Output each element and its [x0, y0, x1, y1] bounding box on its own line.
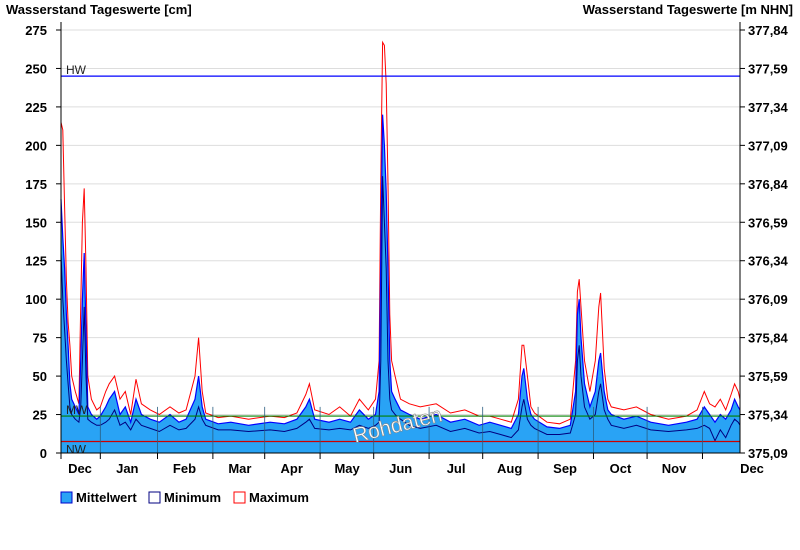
x-tick-label: Oct — [610, 461, 632, 476]
y2-tick-label: 375,09 — [748, 446, 788, 461]
left-axis-title: Wasserstand Tageswerte [cm] — [6, 2, 192, 17]
y-tick-label: 275 — [25, 23, 47, 38]
x-tick-label: Dec — [68, 461, 92, 476]
right-axis-title: Wasserstand Tageswerte [m NHN] — [583, 2, 793, 17]
y2-tick-label: 377,84 — [748, 23, 789, 38]
x-tick-label: Aug — [497, 461, 522, 476]
x-tick-label: Jan — [116, 461, 138, 476]
reference-label-mw: MW — [66, 403, 88, 417]
y-tick-label: 175 — [25, 177, 47, 192]
reference-label-nw: NW — [66, 442, 87, 456]
y-tick-label: 250 — [25, 61, 47, 76]
reference-label-hw: HW — [66, 63, 87, 77]
y-tick-label: 0 — [40, 446, 47, 461]
y2-tick-label: 376,09 — [748, 292, 788, 307]
x-tick-label: Jul — [447, 461, 466, 476]
y2-tick-label: 376,34 — [748, 254, 789, 269]
y-tick-label: 100 — [25, 292, 47, 307]
x-tick-label: Apr — [281, 461, 303, 476]
maximum-line — [60, 40, 741, 425]
y2-tick-label: 375,84 — [748, 331, 789, 346]
month-dividers — [99, 406, 703, 453]
y2-tick-label: 376,59 — [748, 215, 788, 230]
x-tick-label: Feb — [173, 461, 196, 476]
y-tick-label: 225 — [25, 100, 47, 115]
y2-tick-label: 377,59 — [748, 61, 788, 76]
y2-tick-label: 377,34 — [748, 100, 789, 115]
mean-line — [60, 114, 741, 430]
y-tick-label: 125 — [25, 254, 47, 269]
legend-label-mean: Mittelwert — [76, 490, 137, 505]
mean-area — [61, 114, 740, 453]
legend-label-max: Maximum — [249, 490, 309, 505]
minimum-line — [60, 176, 741, 442]
x-tick-label: Jun — [389, 461, 412, 476]
legend-label-min: Minimum — [164, 490, 221, 505]
y-tick-label: 25 — [33, 408, 47, 423]
legend: Mittelwert Minimum Maximum — [60, 490, 309, 505]
legend-swatch-max — [233, 491, 246, 504]
series-group — [60, 40, 741, 453]
x-tick-label: Nov — [662, 461, 687, 476]
y2-tick-label: 375,34 — [748, 408, 789, 423]
y-tick-label: 75 — [33, 331, 47, 346]
x-tick-label: May — [334, 461, 360, 476]
y2-tick-label: 375,59 — [748, 369, 788, 384]
x-tick-label: Dec — [740, 461, 764, 476]
axes: 0 375,09 25 375,34 50 375,59 75 375,84 100 376,09… — [25, 22, 789, 476]
y-tick-label: 50 — [33, 369, 47, 384]
legend-swatch-mean — [60, 491, 73, 504]
x-tick-label: Mar — [228, 461, 251, 476]
y-tick-label: 150 — [25, 215, 47, 230]
y2-tick-label: 377,09 — [748, 138, 788, 153]
grid-lines — [61, 29, 740, 416]
reference-lines: HW MW NW — [61, 63, 740, 456]
legend-swatch-min — [148, 491, 161, 504]
y2-tick-label: 376,84 — [748, 177, 789, 192]
x-tick-label: Sep — [553, 461, 577, 476]
y-tick-label: 200 — [25, 138, 47, 153]
